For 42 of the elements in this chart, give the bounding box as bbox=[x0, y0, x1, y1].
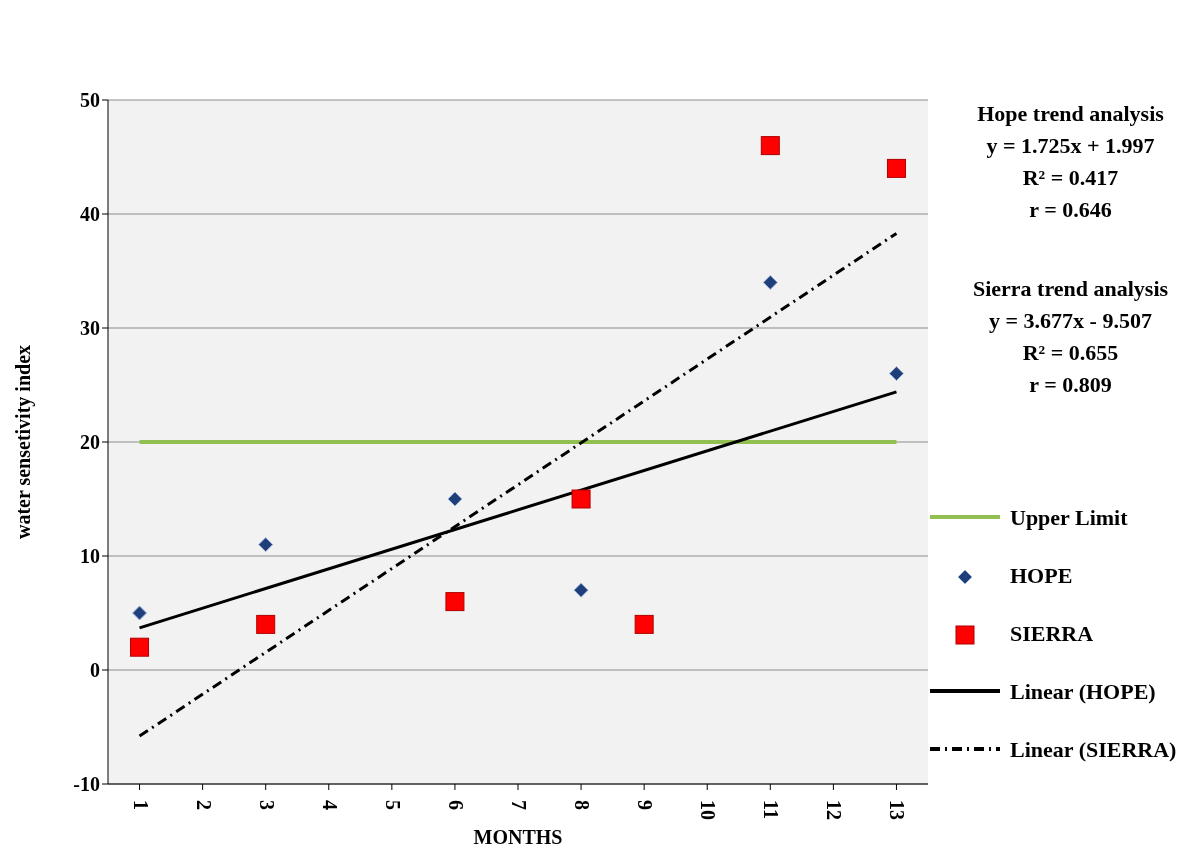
x-tick-label: 4 bbox=[318, 800, 341, 810]
x-tick-label: 9 bbox=[634, 800, 657, 810]
text: Sierra trend analysis y = 3.677x - 9.507 R² = 0.655 r = 0.809 bbox=[971, 275, 1170, 399]
point bbox=[256, 614, 276, 634]
legend-label: SIERRA bbox=[1010, 620, 1095, 648]
point bbox=[573, 582, 589, 598]
point bbox=[762, 274, 778, 290]
x-tick-label: 13 bbox=[886, 800, 909, 820]
x-tick-label: 12 bbox=[823, 800, 846, 820]
y-tick-label: 30 bbox=[80, 317, 100, 340]
x-tick-label: 6 bbox=[444, 800, 467, 810]
legend-label: Linear (HOPE) bbox=[1010, 678, 1157, 706]
point bbox=[886, 158, 906, 178]
text: Hope trend analysis y = 1.725x + 1.997 R² = 0.417 r = 0.646 bbox=[976, 100, 1165, 224]
point bbox=[760, 136, 780, 156]
y-tick-label: -10 bbox=[73, 773, 100, 796]
x-axis-title: MONTHS bbox=[473, 826, 563, 848]
point bbox=[447, 491, 463, 507]
x-tick-label: 1 bbox=[129, 800, 152, 810]
point bbox=[258, 537, 274, 553]
y-tick-label: 40 bbox=[80, 203, 100, 226]
point bbox=[132, 605, 148, 621]
x-tick-label: 8 bbox=[571, 800, 594, 810]
x-tick-label: 10 bbox=[697, 800, 720, 820]
point bbox=[130, 637, 150, 657]
y-tick-label: 50 bbox=[80, 89, 100, 112]
point bbox=[571, 489, 591, 509]
x-tick-label: 7 bbox=[508, 800, 530, 810]
x-tick-label: 11 bbox=[760, 800, 783, 819]
legend-label: HOPE bbox=[1010, 562, 1074, 590]
x-tick-label: 3 bbox=[255, 800, 278, 810]
y-tick-label: 10 bbox=[80, 545, 100, 568]
y-axis-title: water sensetivity index bbox=[12, 344, 36, 540]
y-tick-label: 0 bbox=[90, 659, 100, 682]
x-tick-label: 2 bbox=[192, 800, 215, 810]
legend-label: Linear (SIERRA) bbox=[1010, 736, 1178, 764]
y-tick-label: 20 bbox=[80, 431, 100, 454]
point bbox=[888, 366, 904, 382]
x-tick-label: 5 bbox=[381, 800, 404, 810]
point bbox=[634, 614, 654, 634]
legend-label: Upper Limit bbox=[1010, 504, 1129, 532]
point bbox=[445, 592, 465, 612]
